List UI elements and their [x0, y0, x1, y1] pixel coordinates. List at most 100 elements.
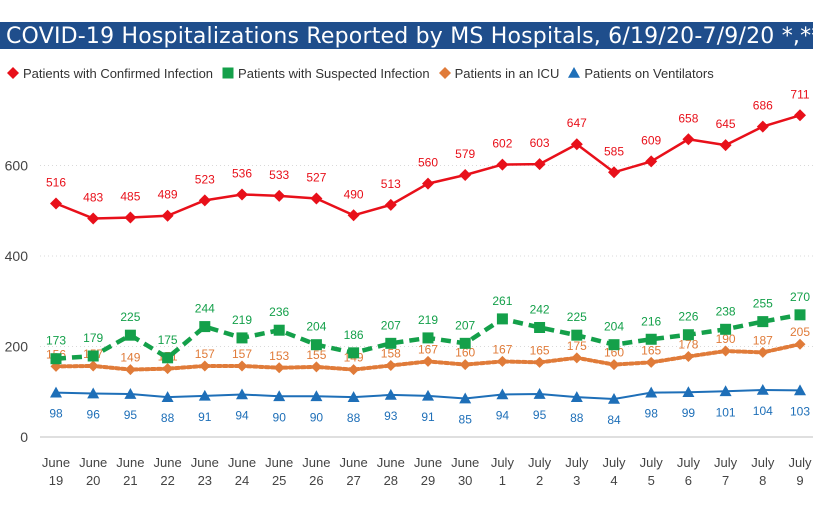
- data-point-ventilators: [459, 392, 472, 404]
- x-tick-label-day: 2: [536, 473, 543, 488]
- data-label-suspected: 219: [418, 313, 438, 327]
- y-tick-label: 600: [5, 158, 29, 174]
- data-point-confirmed: [161, 209, 174, 222]
- data-point-icu: [422, 355, 434, 367]
- x-tick-label-day: 21: [123, 473, 137, 488]
- data-label-confirmed: 658: [678, 111, 698, 125]
- data-point-icu: [534, 356, 546, 368]
- x-tick-label-month: June: [265, 455, 293, 470]
- legend-marker-triangle-icon: [568, 67, 581, 78]
- legend-marker-diamond-icon: [7, 67, 19, 79]
- data-label-icu: 205: [790, 325, 810, 339]
- data-label-confirmed: 489: [158, 188, 178, 202]
- data-label-suspected: 186: [344, 328, 364, 342]
- data-point-suspected: [50, 353, 62, 365]
- data-point-suspected: [571, 329, 583, 341]
- data-label-ventilators: 84: [607, 413, 621, 427]
- x-tick-label-month: June: [42, 455, 70, 470]
- data-point-icu: [162, 363, 174, 375]
- data-label-ventilators: 94: [496, 408, 510, 422]
- data-label-suspected: 225: [567, 310, 587, 324]
- data-point-suspected: [124, 329, 136, 341]
- legend-item-ventilators: Patients on Ventilators: [567, 66, 714, 81]
- data-label-ventilators: 94: [235, 408, 249, 422]
- data-point-icu: [608, 359, 620, 371]
- x-tick-label-month: July: [788, 455, 812, 470]
- data-label-ventilators: 96: [87, 408, 101, 422]
- data-point-suspected: [87, 350, 99, 362]
- data-label-icu: 167: [492, 342, 512, 356]
- data-label-confirmed: 485: [120, 190, 140, 204]
- data-label-icu: 157: [232, 347, 252, 361]
- x-tick-label-month: June: [116, 455, 144, 470]
- data-point-ventilators: [422, 389, 434, 401]
- data-label-confirmed: 585: [604, 144, 624, 158]
- data-point-suspected: [496, 313, 508, 325]
- data-label-icu: 155: [306, 348, 326, 362]
- data-label-confirmed: 560: [418, 156, 438, 170]
- data-label-confirmed: 579: [455, 147, 475, 161]
- data-label-suspected: 175: [158, 333, 178, 347]
- x-tick-label-day: 19: [49, 473, 63, 488]
- data-point-ventilators: [794, 384, 806, 396]
- data-point-confirmed: [608, 166, 620, 179]
- data-point-ventilators: [50, 386, 62, 398]
- data-label-icu: 160: [455, 346, 475, 360]
- data-point-suspected: [310, 339, 322, 351]
- data-point-icu: [310, 361, 322, 373]
- data-point-confirmed: [384, 198, 397, 211]
- data-label-confirmed: 609: [641, 133, 661, 147]
- x-tick-label-day: 9: [796, 473, 803, 488]
- data-label-suspected: 207: [381, 318, 401, 332]
- data-point-suspected: [385, 337, 397, 349]
- data-label-ventilators: 88: [347, 411, 361, 425]
- data-point-suspected: [534, 321, 546, 333]
- data-point-suspected: [757, 316, 769, 328]
- data-point-ventilators: [310, 390, 323, 402]
- data-label-confirmed: 513: [381, 177, 401, 191]
- x-tick-label-month: June: [79, 455, 107, 470]
- x-tick-label-day: 23: [198, 473, 212, 488]
- data-point-confirmed: [533, 158, 546, 171]
- data-label-suspected: 236: [269, 305, 289, 319]
- data-label-suspected: 238: [716, 304, 736, 318]
- data-point-confirmed: [682, 133, 695, 146]
- data-point-icu: [385, 360, 397, 372]
- data-point-confirmed: [570, 138, 583, 151]
- data-label-ventilators: 88: [161, 411, 175, 425]
- data-point-ventilators: [273, 390, 286, 402]
- data-point-ventilators: [570, 391, 583, 402]
- data-label-suspected: 242: [530, 302, 550, 316]
- data-point-confirmed: [273, 189, 286, 202]
- data-point-ventilators: [756, 383, 769, 395]
- data-point-icu: [124, 364, 136, 376]
- data-label-suspected: 204: [604, 320, 624, 334]
- legend-marker-diamond-icon: [438, 67, 451, 79]
- data-label-suspected: 207: [455, 318, 475, 332]
- data-point-confirmed: [310, 192, 323, 205]
- data-label-suspected: 219: [232, 313, 252, 327]
- data-point-icu: [682, 350, 694, 362]
- data-point-ventilators: [682, 386, 695, 398]
- legend-marker-shape: [222, 67, 234, 79]
- data-point-suspected: [422, 332, 434, 344]
- data-point-ventilators: [496, 388, 509, 400]
- x-tick-label-month: July: [677, 455, 701, 470]
- data-point-ventilators: [384, 388, 397, 400]
- data-label-confirmed: 527: [306, 171, 326, 185]
- data-point-ventilators: [347, 391, 360, 402]
- data-point-ventilators: [87, 387, 100, 399]
- legend-item-confirmed: Patients with Confirmed Infection: [6, 66, 213, 81]
- legend: Patients with Confirmed Infection Patient…: [6, 64, 722, 82]
- data-point-icu: [273, 362, 285, 374]
- data-point-confirmed: [347, 209, 360, 222]
- data-label-confirmed: 603: [530, 136, 550, 150]
- legend-item-icu: Patients in an ICU: [438, 66, 559, 81]
- data-point-confirmed: [719, 139, 732, 152]
- data-label-icu: 158: [381, 347, 401, 361]
- x-tick-label-day: 22: [160, 473, 174, 488]
- data-label-icu: 153: [269, 349, 289, 363]
- x-tick-label-day: 5: [648, 473, 655, 488]
- x-tick-label-month: June: [377, 455, 405, 470]
- x-tick-label-day: 8: [759, 473, 766, 488]
